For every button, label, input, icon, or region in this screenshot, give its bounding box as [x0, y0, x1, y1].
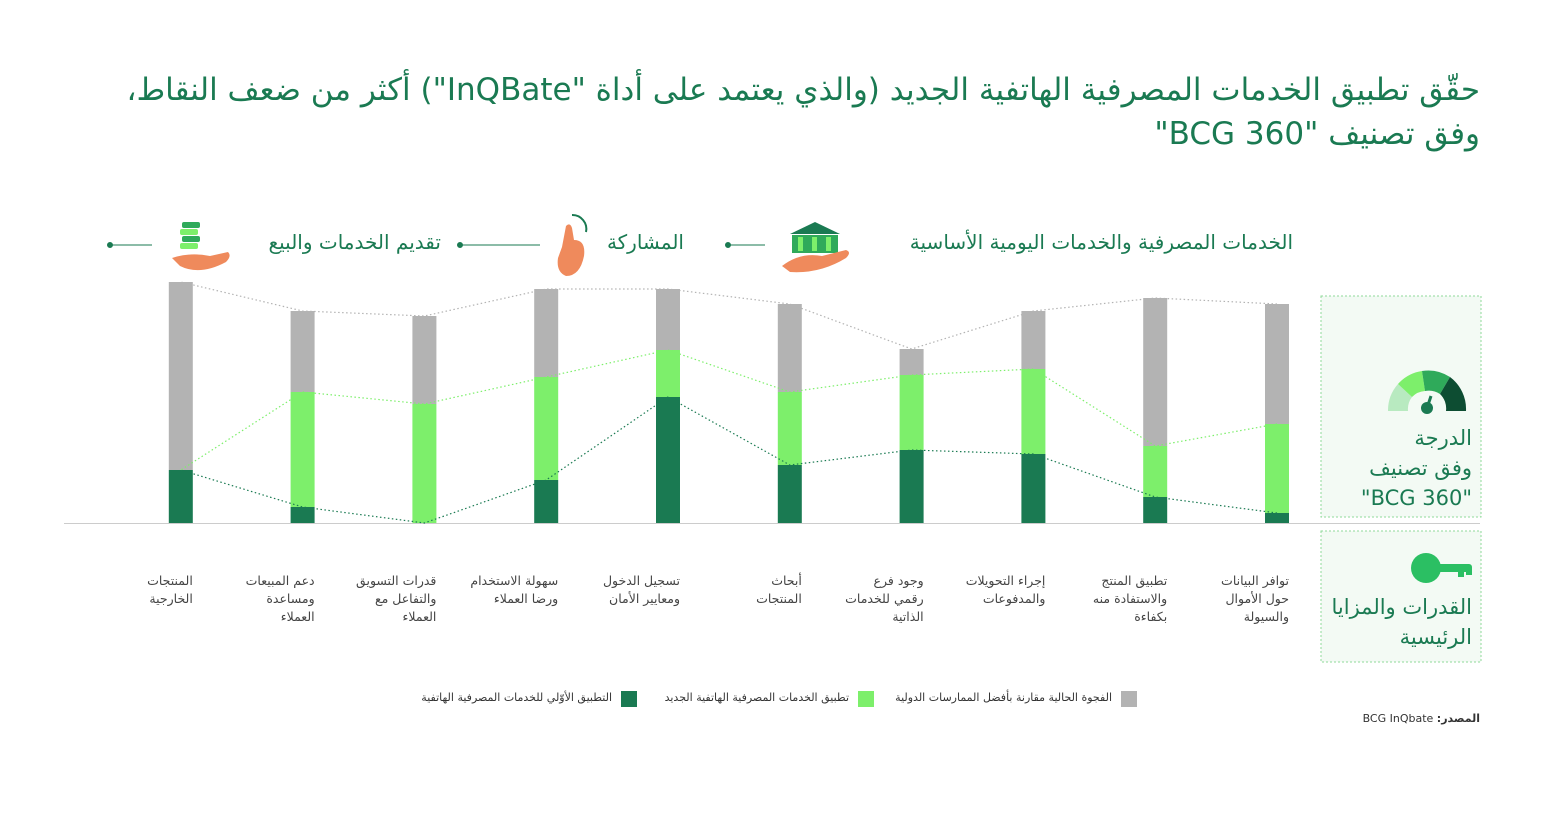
bar-segment — [534, 289, 559, 377]
source-text: BCG InQbate — [1362, 712, 1434, 725]
section-title: الخدمات المصرفية والخدمات اليومية الأساس… — [909, 230, 1293, 254]
bar-segment — [1021, 369, 1046, 454]
bar-segment — [534, 377, 559, 480]
bar-segment — [168, 282, 193, 470]
coins-hand-icon — [172, 222, 230, 271]
x-tick-label: المنتجات الخارجية — [147, 573, 193, 606]
bar-segment — [1021, 454, 1046, 523]
x-tick-label: توافر البيانات حول الأموال والسيولة — [1221, 573, 1289, 624]
section-title: تقديم الخدمات والبيع — [268, 230, 442, 254]
bar-segment — [899, 450, 924, 523]
bar-segment — [777, 392, 802, 465]
score-label: الدرجة وفق تصنيف "BCG 360" — [1360, 426, 1472, 510]
bar-segment — [1143, 497, 1168, 523]
bar-segment — [777, 465, 802, 523]
legend-label: الفجوة الحالية مقارنة بأفضل الممارسات ال… — [895, 691, 1112, 704]
capabilities-panel — [1320, 530, 1482, 663]
bar-segment — [899, 349, 924, 375]
source-label: المصدر: — [1436, 712, 1480, 725]
bar-segment — [1265, 424, 1289, 513]
bar-segment — [1143, 298, 1168, 446]
bar-segment — [168, 470, 193, 523]
key-icon — [1411, 553, 1472, 583]
x-tick-label: دعم المبيعات ومساعدة العملاء — [245, 573, 315, 624]
bar-segment — [656, 350, 680, 397]
legend-swatch — [621, 691, 637, 707]
gauge-icon — [1387, 370, 1467, 414]
legend-swatch — [858, 691, 874, 707]
hand-icon — [557, 213, 588, 276]
bar-segment — [1143, 446, 1168, 497]
bank-icon — [782, 222, 849, 273]
bar-segment — [412, 404, 437, 523]
connector-line — [180, 396, 1278, 524]
connector-line — [180, 349, 1278, 471]
section-title: المشاركة — [606, 230, 684, 254]
bar-segment — [1265, 513, 1289, 523]
legend-label: التطبيق الأوّلي للخدمات المصرفية الهاتفي… — [421, 691, 612, 704]
x-tick-label: إجراء التحويلات والمدفوعات — [965, 573, 1046, 606]
bar-segment — [1265, 304, 1289, 424]
connector-line — [180, 281, 1278, 350]
bar-segment — [290, 311, 315, 392]
bar-segment — [290, 392, 315, 507]
x-tick-label: تسجيل الدخول ومعايير الأمان — [602, 573, 680, 606]
legend-label: تطبيق الخدمات المصرفية الهاتفية الجديد — [664, 691, 849, 704]
bar-segment — [412, 316, 437, 404]
capabilities-label: القدرات والمزايا الرئيسية — [1331, 595, 1472, 649]
x-tick-label: أبحاث المنتجات — [756, 573, 802, 606]
bar-segment — [777, 304, 802, 392]
section-rule — [107, 242, 765, 248]
bar-segment — [656, 289, 680, 350]
source: المصدر: BCG InQbate — [1363, 712, 1480, 725]
chart-title: حقّق تطبيق الخدمات المصرفية الهاتفية الج… — [126, 72, 1480, 152]
x-tick-label: سهولة الاستخدام ورضا العملاء — [470, 573, 559, 606]
bar-segment — [290, 507, 315, 523]
bar-segment — [899, 375, 924, 450]
bar-segment — [534, 480, 559, 523]
x-tick-label: قدرات التسويق والتفاعل مع العملاء — [356, 573, 437, 624]
bar-segment — [1021, 311, 1046, 369]
x-tick-label: تطبيق المنتج والاستفادة منه بكفاءة — [1092, 573, 1168, 624]
x-tick-label: وجود فرع رقمي للخدمات الذاتية — [845, 573, 924, 624]
legend-swatch — [1121, 691, 1137, 707]
bar-segment — [656, 397, 680, 523]
